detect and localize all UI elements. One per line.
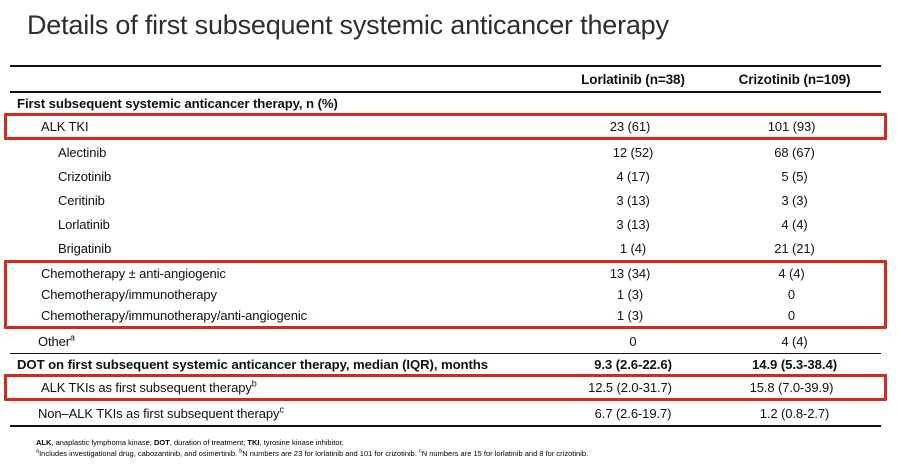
value-crizotinib: 0 bbox=[787, 308, 796, 323]
value-lorlatinib: 23 (61) bbox=[609, 119, 651, 134]
value-lorlatinib: 0 bbox=[629, 333, 637, 349]
highlight-box: Chemotherapy ± anti-angiogenic 13 (34) 4 (… bbox=[4, 260, 887, 329]
value-lorlatinib: 1 (4) bbox=[619, 240, 647, 256]
value-lorlatinib: 12 (52) bbox=[612, 144, 654, 160]
table-row: Alectinib 12 (52) 68 (67) bbox=[10, 140, 881, 164]
table-row: Crizotinib 4 (17) 5 (5) bbox=[10, 164, 881, 188]
highlight-box: ALK TKI 23 (61) 101 (93) bbox=[4, 113, 887, 140]
row-label: ALK TKI bbox=[41, 119, 89, 134]
highlight-box: ALK TKIs as first subsequent therapyb 12.… bbox=[4, 374, 887, 401]
col-header-lorlatinib: Lorlatinib (n=38) bbox=[581, 71, 685, 87]
row-label: Chemotherapy ± anti-angiogenic bbox=[41, 266, 226, 281]
row-label: ALK TKIs as first subsequent therapyb bbox=[41, 378, 257, 395]
table-row: Non–ALK TKIs as first subsequent therapy… bbox=[10, 401, 881, 425]
table-header-row: Lorlatinib (n=38) Crizotinib (n=109) bbox=[10, 65, 881, 93]
table-row: Lorlatinib 3 (13) 4 (4) bbox=[10, 212, 881, 236]
value-lorlatinib: 3 (13) bbox=[616, 192, 650, 208]
table-row: Chemotherapy ± anti-angiogenic 13 (34) 4 (… bbox=[13, 263, 878, 284]
table-body: First subsequent systemic anticancer the… bbox=[4, 93, 887, 427]
row-label: Chemotherapy/immunotherapy/anti-angiogen… bbox=[41, 308, 308, 323]
value-crizotinib: 3 (3) bbox=[781, 192, 808, 208]
table-row: First subsequent systemic anticancer the… bbox=[10, 93, 881, 113]
table-row: Chemotherapy/immunotherapy/anti-angiogen… bbox=[13, 305, 878, 326]
value-crizotinib: 0 bbox=[787, 287, 796, 302]
table-row: Brigatinib 1 (4) 21 (21) bbox=[10, 236, 881, 260]
value-crizotinib: 4 (4) bbox=[781, 216, 808, 232]
footnote-abbreviations: ALK, anaplastic lymphoma kinase; DOT, du… bbox=[36, 438, 344, 447]
table-row: DOT on first subsequent systemic antican… bbox=[10, 354, 881, 374]
table-row: ALK TKI 23 (61) 101 (93) bbox=[13, 116, 878, 137]
row-label: Brigatinib bbox=[58, 240, 112, 256]
row-label: First subsequent systemic anticancer the… bbox=[17, 95, 338, 111]
value-lorlatinib: 4 (17) bbox=[616, 168, 650, 184]
value-lorlatinib: 6.7 (2.6-19.7) bbox=[594, 405, 672, 421]
row-label: Othera bbox=[38, 332, 75, 349]
value-crizotinib: 21 (21) bbox=[774, 240, 815, 256]
footnote-notes: aIncludes investigational drug, cabozant… bbox=[36, 448, 589, 458]
table-row: Othera 0 4 (4) bbox=[10, 329, 881, 354]
row-label: Lorlatinib bbox=[58, 216, 110, 232]
footnotes: ALK, anaplastic lymphoma kinase; DOT, du… bbox=[36, 438, 588, 459]
value-crizotinib: 101 (93) bbox=[767, 119, 816, 134]
row-label: Ceritinib bbox=[58, 192, 105, 208]
slide: Details of first subsequent systemic ant… bbox=[0, 7, 898, 465]
value-crizotinib: 4 (4) bbox=[778, 266, 805, 281]
row-label: DOT on first subsequent systemic antican… bbox=[17, 356, 488, 372]
value-crizotinib: 1.2 (0.8-2.7) bbox=[759, 405, 830, 421]
col-header-crizotinib: Crizotinib (n=109) bbox=[738, 71, 851, 87]
value-crizotinib: 4 (4) bbox=[781, 333, 808, 349]
page-title: Details of first subsequent systemic ant… bbox=[27, 10, 669, 40]
value-lorlatinib: 1 (3) bbox=[616, 287, 644, 302]
value-crizotinib: 68 (67) bbox=[774, 144, 815, 160]
value-lorlatinib: 12.5 (2.0-31.7) bbox=[588, 380, 672, 395]
row-label: Crizotinib bbox=[58, 168, 112, 184]
value-crizotinib: 15.8 (7.0-39.9) bbox=[749, 380, 834, 395]
row-label: Alectinib bbox=[58, 144, 107, 160]
value-crizotinib: 5 (5) bbox=[781, 168, 808, 184]
value-lorlatinib: 1 (3) bbox=[616, 308, 644, 323]
table-row: Chemotherapy/immunotherapy 1 (3) 0 bbox=[13, 284, 878, 305]
value-crizotinib: 14.9 (5.3-38.4) bbox=[751, 356, 837, 372]
table-row: Ceritinib 3 (13) 3 (3) bbox=[10, 188, 881, 212]
value-lorlatinib: 13 (34) bbox=[609, 266, 651, 281]
value-lorlatinib: 3 (13) bbox=[616, 216, 650, 232]
row-label: Chemotherapy/immunotherapy bbox=[41, 287, 217, 302]
therapy-table: Lorlatinib (n=38) Crizotinib (n=109) Fir… bbox=[4, 65, 887, 427]
row-label: Non–ALK TKIs as first subsequent therapy… bbox=[38, 404, 284, 421]
value-lorlatinib: 9.3 (2.6-22.6) bbox=[594, 356, 672, 372]
table-row: ALK TKIs as first subsequent therapyb 12.… bbox=[13, 377, 878, 398]
